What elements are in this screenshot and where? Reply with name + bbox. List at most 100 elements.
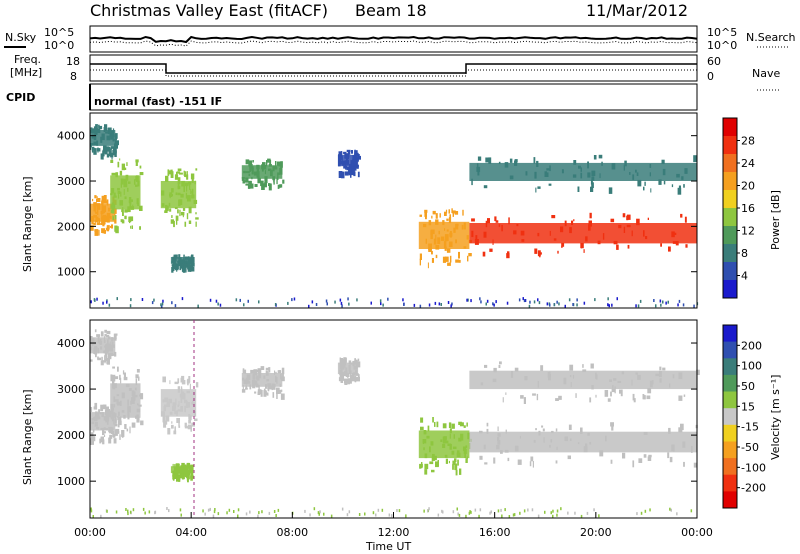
colorbar-tick-label: 4 [741,270,748,283]
ground-scatter-cell [209,507,211,511]
scatter-cell [431,456,434,462]
scatter-cell [338,171,343,178]
scatter-cell [106,199,109,206]
ground-scatter-cell [556,300,558,304]
scatter-cell [101,199,105,204]
scatter-cell [610,218,615,223]
scatter-cell [100,331,104,337]
scatter-cell [540,252,542,255]
scatter-cell [96,196,98,200]
scatter-cell [467,255,469,262]
scatter-cell [637,179,642,187]
scatter-cell [530,456,534,462]
ground-scatter-cell [403,303,405,306]
scatter-cell [162,376,166,383]
ground-scatter-cell [428,507,430,511]
scatter-cell [136,369,140,373]
scatter-cell [190,467,193,471]
scatter-cell [174,426,176,431]
ground-scatter-cell [428,303,431,307]
scatter-cell [346,149,351,152]
scatter-cell [489,248,493,252]
scatter-cell [349,169,351,176]
scatter-cell [124,215,127,220]
scatter-cell [96,198,99,202]
ground-scatter-cell [340,301,343,305]
ground-scatter-cell [245,512,248,516]
scatter-cell [181,380,186,385]
colorbar-tick-label: -15 [741,421,759,434]
scatter-cell [107,127,109,132]
scatter-cell [120,377,122,384]
scatter-cell [633,398,636,403]
scatter-cell [451,208,453,213]
ground-scatter-cell [506,301,509,305]
scatter-cell [352,373,355,378]
scatter-cell [536,393,539,401]
scatter-cell [471,218,475,222]
ground-scatter-cell [219,303,222,307]
ground-scatter-cell [308,304,310,308]
ground-scatter-cell [495,300,497,304]
x-tick-label: 00:00 [74,526,106,539]
scatter-cell [110,429,113,434]
scatter-cell [114,418,117,424]
scatter-cell [102,221,105,227]
ground-scatter-cell [161,304,163,308]
scatter-cell [659,366,662,371]
scatter-cell [102,360,107,363]
scatter-cell [696,369,700,375]
scatter-cell [113,438,117,444]
ground-scatter-cell [293,297,296,301]
colorbar-tick-label: 8 [741,247,748,260]
scatter-cell [106,225,110,229]
scatter-cell [435,461,439,468]
ground-scatter-cell [151,301,154,305]
scatter-cell [171,421,173,424]
ground-scatter-cell [552,514,554,518]
ground-scatter-cell [387,297,389,301]
scatter-cell [106,330,111,335]
scatter-cell [509,158,513,163]
scatter-cell [112,149,114,153]
scatter-cell [181,462,185,469]
scatter-cell [180,211,185,216]
scatter-cell [263,390,267,397]
scatter-cell [567,455,571,460]
ground-scatter-cell [213,510,216,514]
scatter-cell [114,215,117,220]
scatter-cell [181,375,185,381]
scatter-cell [94,402,98,410]
ground-scatter-cell [635,304,637,308]
scatter-cell [171,215,173,218]
scatter-cell [275,371,277,374]
scatter-cell [431,258,434,263]
scatter-cell [104,352,108,357]
scatter-cell [104,355,106,361]
scatter-cell [486,422,489,427]
scatter-cell [610,391,612,397]
scatter-cell [261,183,265,190]
ground-scatter-cell [323,512,325,516]
scatter-region [170,466,192,474]
scatter-cell [482,251,486,257]
scatter-cell [104,329,107,333]
ground-scatter-cell [226,511,228,515]
scatter-cell [124,209,128,213]
ground-scatter-cell [458,513,461,517]
scatter-cell [113,418,115,425]
scatter-cell [96,334,100,337]
scatter-cell [350,171,352,178]
scatter-cell [458,259,461,263]
ground-scatter-cell [212,514,215,518]
scatter-cell [448,217,452,224]
scatter-cell [102,150,105,157]
ground-scatter-cell [523,509,526,513]
ground-scatter-cell [508,515,511,518]
scatter-cell [115,428,120,434]
scatter-cell [245,385,248,389]
scatter-cell [121,209,123,213]
nave-tick-low: 0 [707,70,714,83]
scatter-cell [100,153,104,160]
ground-scatter-cell [553,303,556,307]
